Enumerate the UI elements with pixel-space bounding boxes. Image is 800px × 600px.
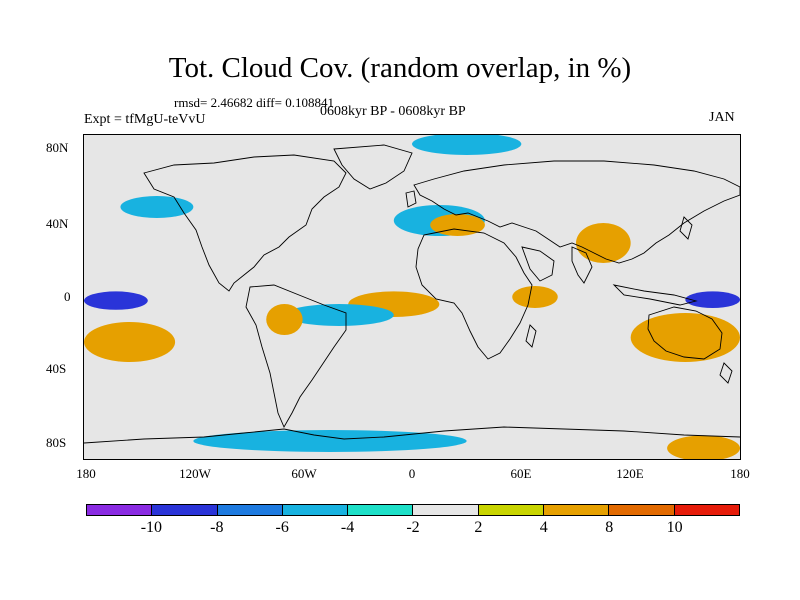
chart-title: Tot. Cloud Cov. (random overlap, in %) xyxy=(168,52,632,84)
y-tick-40s: 40S xyxy=(46,361,67,376)
coast-antarctica xyxy=(84,426,740,444)
colorbar xyxy=(86,504,740,516)
x-tick-120w: 120W xyxy=(179,466,211,481)
x-tick-60w: 60W xyxy=(291,466,317,481)
coast-indonesia xyxy=(612,284,698,306)
colorbar-box xyxy=(282,505,349,515)
y-tick-0: 0 xyxy=(64,289,71,304)
anomaly-southern-ocean-negative xyxy=(193,430,467,452)
coast-madagascar xyxy=(525,324,537,348)
y-tick-80s: 80S xyxy=(46,435,67,450)
colorbar-label: -8 xyxy=(210,519,224,536)
colorbar-box xyxy=(478,505,545,515)
x-tick-0: 0 xyxy=(408,466,416,481)
anomaly-indian-ocean-positive xyxy=(512,286,558,308)
y-tick-40n: 40N xyxy=(46,216,69,231)
colorbar-label: -2 xyxy=(406,519,420,536)
anomaly-north-pacific-negative xyxy=(120,196,194,218)
coast-new-zealand xyxy=(719,362,733,384)
coast-north-america xyxy=(143,154,347,292)
coast-japan xyxy=(679,216,693,240)
period-label: 0608kyr BP - 0608kyr BP xyxy=(320,104,466,119)
map-frame xyxy=(83,134,741,460)
anomaly-west-pacific-equatorial-negative xyxy=(84,291,148,310)
y-tick-80n: 80N xyxy=(46,140,69,155)
anomaly-south-america-west-positive xyxy=(266,304,303,335)
coast-africa xyxy=(415,228,533,360)
anomaly-arctic-negative xyxy=(412,135,522,155)
colorbar-label: 10 xyxy=(666,519,683,536)
anomaly-east-asia-positive xyxy=(576,223,631,263)
coast-india xyxy=(571,246,593,284)
coast-uk xyxy=(405,190,417,208)
colorbar-label: 4 xyxy=(539,519,548,536)
colorbar-box xyxy=(87,505,153,515)
x-tick-180w: 180 xyxy=(76,466,96,481)
anomaly-antarctica-east-positive xyxy=(667,435,740,459)
colorbar-label: -4 xyxy=(340,519,355,536)
coastlines xyxy=(84,144,740,444)
month-label: JAN xyxy=(709,110,735,125)
coast-greenland xyxy=(333,144,413,190)
x-tick-60e: 60E xyxy=(510,466,532,481)
map-plot xyxy=(84,135,740,459)
x-tick-120e: 120E xyxy=(616,466,644,481)
colorbar-label: 8 xyxy=(605,519,614,536)
colorbar-box xyxy=(674,505,739,515)
coast-australia xyxy=(647,306,723,360)
coast-arabia xyxy=(521,246,555,282)
stats-text: rmsd= 2.46682 diff= 0.108841 xyxy=(174,95,334,110)
colorbar-box xyxy=(544,505,610,515)
colorbar-box xyxy=(413,505,479,515)
experiment-label: Expt = tfMgU-teVvU xyxy=(84,112,206,127)
anomaly-mediterranean-positive xyxy=(430,214,485,236)
coast-eurasia xyxy=(413,160,740,264)
colorbar-box xyxy=(348,505,414,515)
anomaly-south-pacific-positive xyxy=(84,322,176,362)
anomaly-south-atlantic-negative-band xyxy=(284,304,394,326)
colorbar-label: 2 xyxy=(474,519,483,536)
anomaly-australia-positive xyxy=(630,313,740,362)
anomaly-east-pacific-equatorial-negative xyxy=(685,291,740,308)
colorbar-box xyxy=(152,505,218,515)
colorbar-label: -6 xyxy=(275,519,289,536)
colorbar-box xyxy=(609,505,675,515)
colorbar-box xyxy=(217,505,283,515)
colorbar-label: -10 xyxy=(140,519,163,536)
coast-south-america xyxy=(245,284,347,429)
x-tick-180e: 180 xyxy=(730,466,750,481)
